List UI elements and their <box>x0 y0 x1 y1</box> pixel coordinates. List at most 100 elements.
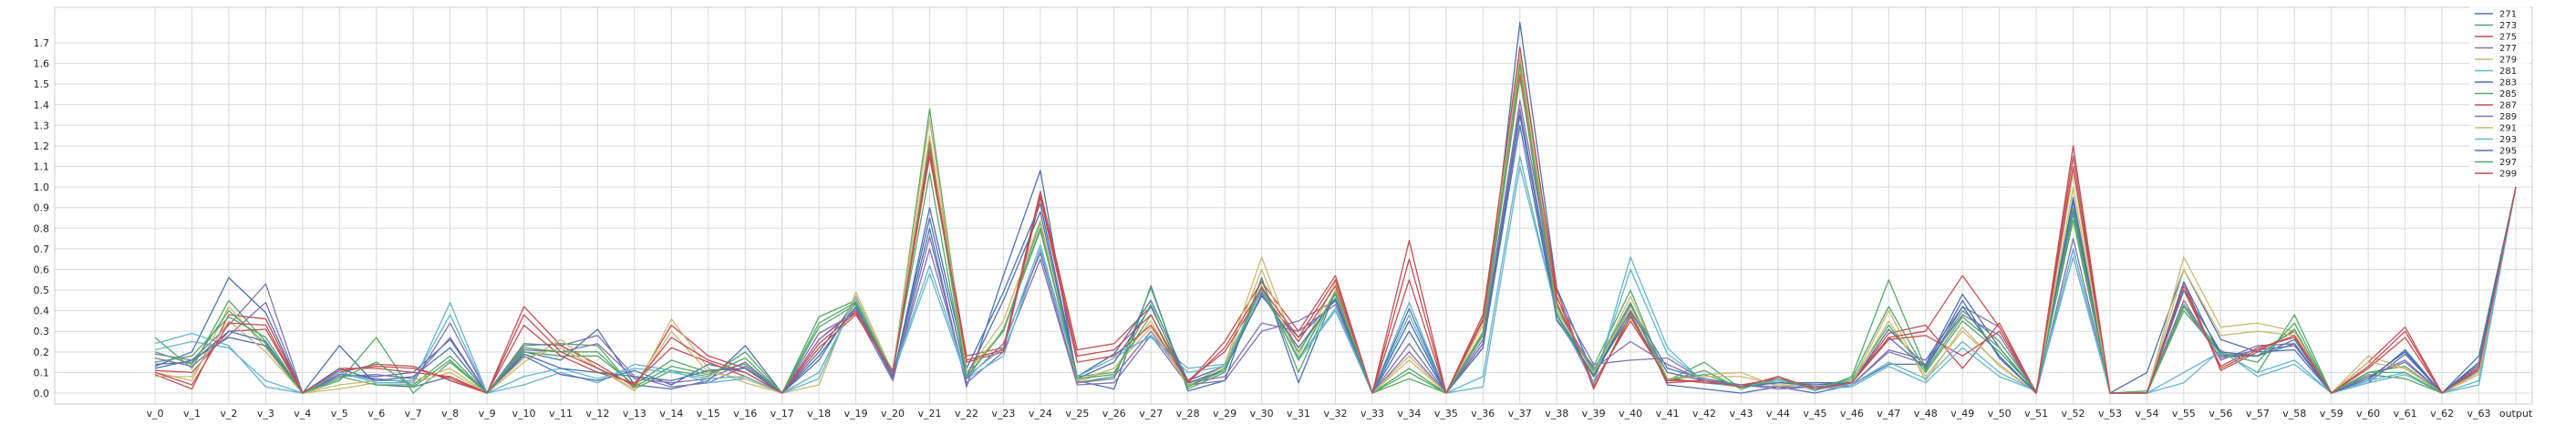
x-tick-label: output <box>2499 408 2533 420</box>
legend-label-281: 281 <box>2499 67 2517 77</box>
x-tick-label: v_4 <box>294 408 311 420</box>
plot-area <box>55 7 2532 404</box>
y-tick-label: 0.1 <box>34 367 50 378</box>
x-tick-label: v_25 <box>1065 408 1089 420</box>
x-tick-label: v_53 <box>2098 408 2122 420</box>
y-tick-label: 0.9 <box>34 202 50 214</box>
x-tick-label: v_63 <box>2467 408 2491 420</box>
x-tick-label: v_19 <box>844 408 868 420</box>
y-tick-label: 0.2 <box>34 347 50 358</box>
x-tick-label: v_3 <box>257 408 274 420</box>
x-tick-label: v_16 <box>733 408 757 420</box>
x-tick-label: v_36 <box>1471 408 1495 420</box>
series-line-299 <box>154 46 2517 394</box>
x-tick-label: v_17 <box>771 408 794 420</box>
y-tick-label: 1.6 <box>34 58 50 70</box>
x-tick-label: v_9 <box>479 408 496 420</box>
x-tick-label: v_61 <box>2394 408 2417 420</box>
legend-label-285: 285 <box>2499 89 2517 99</box>
x-tick-label: v_43 <box>1729 408 1753 420</box>
y-tick-label: 0.8 <box>34 223 50 234</box>
legend-label-273: 273 <box>2499 21 2517 31</box>
x-tick-label: v_0 <box>146 408 163 420</box>
x-tick-label: v_31 <box>1287 408 1310 420</box>
plot-frame <box>54 6 2533 405</box>
x-tick-label: v_39 <box>1582 408 1606 420</box>
legend-box <box>2469 5 2529 184</box>
x-tick-label: v_55 <box>2172 408 2196 420</box>
x-tick-label: v_37 <box>1508 408 1532 420</box>
x-tick-label: v_29 <box>1213 408 1236 420</box>
x-tick-label: v_56 <box>2209 408 2232 420</box>
y-tick-label: 0.5 <box>34 285 50 296</box>
legend: 2712732752772792812832852872892912932952… <box>2469 5 2529 184</box>
y-tick-label: 0.6 <box>34 264 50 275</box>
x-tick-label: v_28 <box>1176 408 1200 420</box>
x-tick-label: v_23 <box>991 408 1015 420</box>
legend-label-297: 297 <box>2499 158 2517 168</box>
x-tick-label: v_13 <box>623 408 647 420</box>
x-tick-label: v_48 <box>1914 408 1938 420</box>
y-tick-label: 0.0 <box>34 388 50 399</box>
x-tick-label: v_44 <box>1766 408 1790 420</box>
x-tick-label: v_12 <box>585 408 609 420</box>
x-tick-label: v_5 <box>331 408 348 420</box>
x-tick-label: v_58 <box>2282 408 2306 420</box>
x-tick-label: v_22 <box>955 408 978 420</box>
y-tick-label: 1.4 <box>34 99 50 111</box>
legend-label-283: 283 <box>2499 78 2517 88</box>
x-tick-label: v_32 <box>1323 408 1347 420</box>
y-tick-label: 0.3 <box>34 326 50 337</box>
legend-label-287: 287 <box>2499 101 2517 111</box>
y-tick-label: 1.7 <box>34 37 50 49</box>
x-tick-label: v_8 <box>441 408 459 420</box>
x-tick-label: v_47 <box>1877 408 1900 420</box>
y-tick-label: 1.5 <box>34 78 50 90</box>
x-tick-label: v_11 <box>549 408 573 420</box>
x-tick-label: v_30 <box>1250 408 1274 420</box>
legend-label-291: 291 <box>2499 124 2517 134</box>
x-tick-label: v_10 <box>512 408 536 420</box>
x-tick-label: v_38 <box>1545 408 1568 420</box>
y-tick-label: 1.2 <box>34 140 50 152</box>
y-tick-label: 0.7 <box>34 244 50 255</box>
x-tick-label: v_21 <box>918 408 942 420</box>
x-tick-label: v_6 <box>367 408 385 420</box>
x-tick-label: v_27 <box>1139 408 1163 420</box>
x-tick-label: v_46 <box>1840 408 1864 420</box>
legend-label-299: 299 <box>2499 170 2517 180</box>
x-tick-label: v_34 <box>1397 408 1421 420</box>
x-tick-label: v_62 <box>2430 408 2454 420</box>
x-tick-label: v_7 <box>405 408 422 420</box>
x-tick-label: v_51 <box>2024 408 2048 420</box>
x-tick-label: v_18 <box>807 408 831 420</box>
y-tick-label: 0.4 <box>34 306 50 317</box>
x-tick-labels: v_0 v_1 v_2 v_3 v_4 v_5 v_6 v_7 v_8 v_9 v_10 v_11 v_… <box>146 408 2532 420</box>
legend-label-271: 271 <box>2499 10 2517 20</box>
x-tick-label: v_1 <box>183 408 201 420</box>
x-tick-label: v_2 <box>220 408 237 420</box>
x-tick-label: v_35 <box>1434 408 1458 420</box>
y-tick-labels: 0.0 0.1 0.2 0.3 0.4 0.5 0.6 0.7 0.8 0.9 1.0 1.1 1.2 1… <box>34 37 50 399</box>
x-tick-label: v_45 <box>1803 408 1826 420</box>
x-tick-label: v_42 <box>1692 408 1716 420</box>
x-tick-label: v_50 <box>1988 408 2012 420</box>
legend-label-289: 289 <box>2499 112 2517 122</box>
x-tick-label: v_33 <box>1360 408 1384 420</box>
x-tick-label: v_14 <box>659 408 683 420</box>
x-tick-label: v_49 <box>1950 408 1974 420</box>
y-tick-label: 1.0 <box>34 181 50 193</box>
legend-label-295: 295 <box>2499 147 2517 157</box>
series-lines <box>154 21 2517 394</box>
x-tick-label: v_54 <box>2135 408 2158 420</box>
legend-label-275: 275 <box>2499 33 2517 43</box>
legend-label-293: 293 <box>2499 135 2517 145</box>
x-tick-label: v_41 <box>1656 408 1680 420</box>
x-tick-label: v_15 <box>697 408 720 420</box>
y-tick-label: 1.3 <box>34 119 50 131</box>
x-tick-label: v_60 <box>2356 408 2380 420</box>
legend-label-279: 279 <box>2499 56 2517 66</box>
y-tick-label: 1.1 <box>34 161 50 173</box>
x-tick-label: v_26 <box>1102 408 1126 420</box>
